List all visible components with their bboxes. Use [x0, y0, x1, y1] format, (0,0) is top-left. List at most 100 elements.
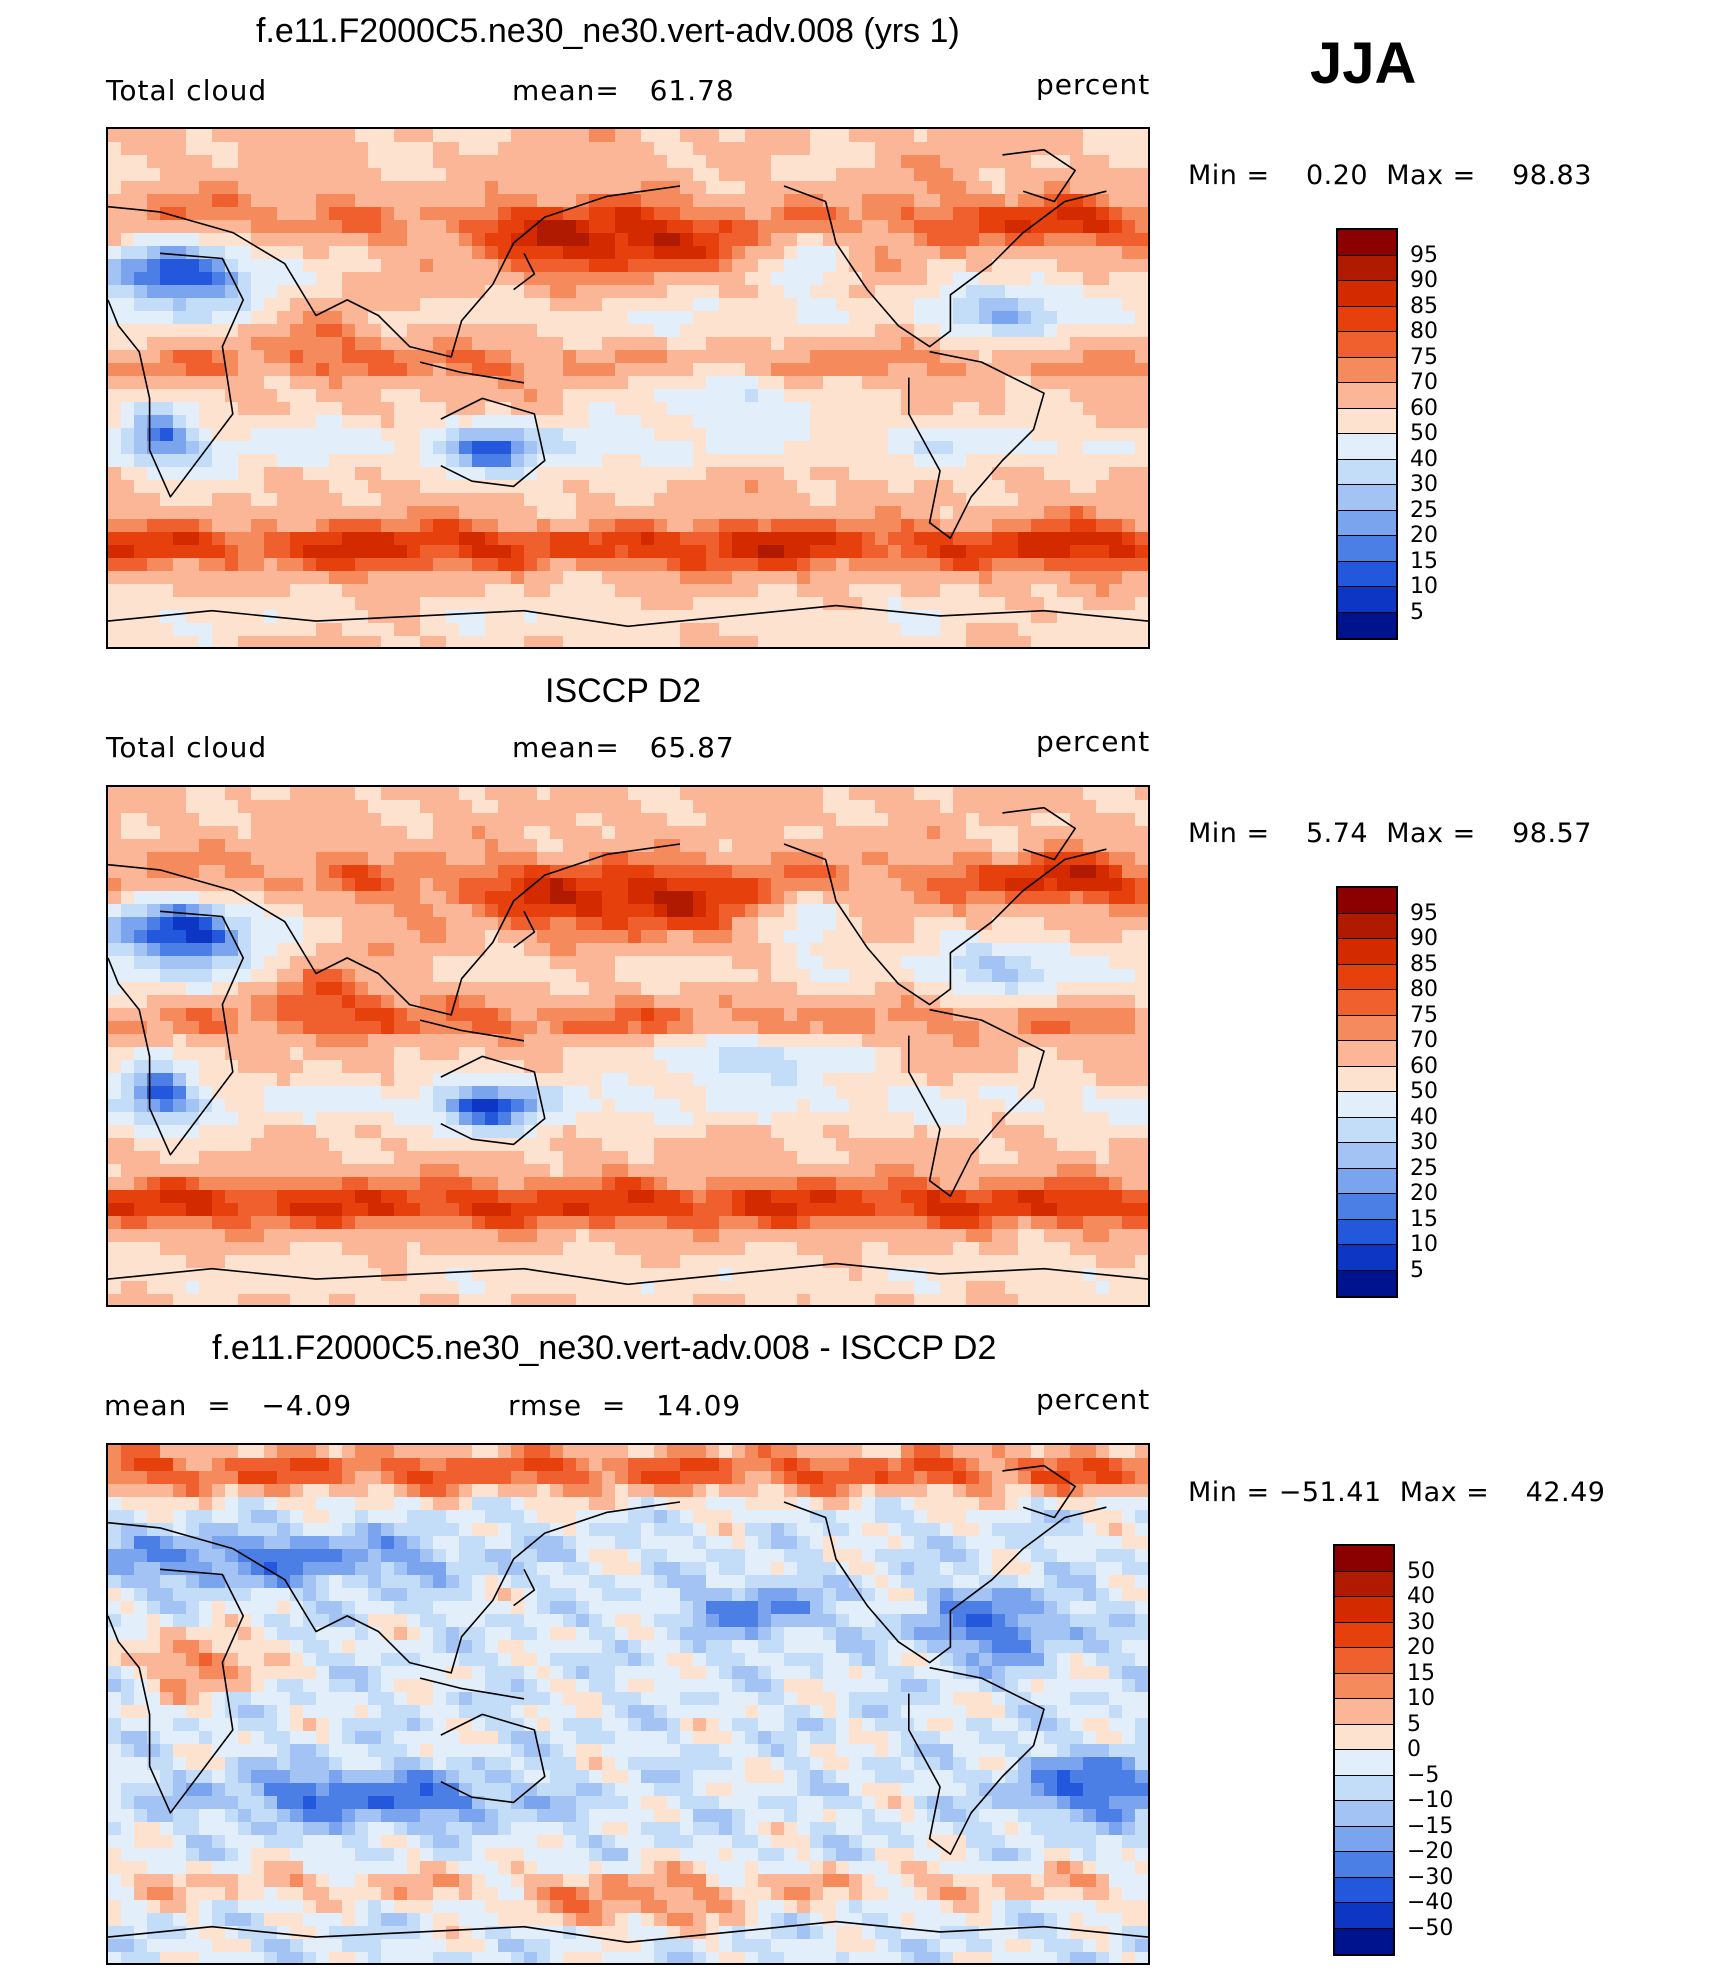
colorbar-tick-label: −50 — [1407, 1915, 1454, 1941]
colorbar-tick-label: 90 — [1410, 926, 1438, 951]
panel-3-units-label: percent — [1036, 1383, 1151, 1416]
colorbar-tick-label: −10 — [1407, 1788, 1454, 1813]
colorbar-swatch — [1338, 306, 1396, 332]
colorbar-swatch — [1338, 1092, 1396, 1118]
colorbar-swatch — [1335, 1597, 1393, 1623]
colorbar-tick-label: 20 — [1410, 1181, 1438, 1206]
colorbar-tick-label: 30 — [1407, 1609, 1435, 1635]
coastline — [907, 1008, 1045, 1198]
colorbar-swatch — [1338, 281, 1396, 307]
colorbar-tick-label: 10 — [1410, 574, 1438, 599]
colorbar-tick-label: 15 — [1410, 1206, 1438, 1232]
coastline — [783, 843, 1107, 1006]
contour-fill — [108, 1445, 1148, 1963]
coastline — [108, 604, 1148, 628]
colorbar-tick-label: 70 — [1410, 370, 1438, 395]
colorbar-tick-label: 20 — [1410, 523, 1438, 548]
colorbar-swatch — [1338, 1066, 1396, 1092]
colorbar-tick-label: 60 — [1410, 1053, 1438, 1079]
colorbar-tick-label: 95 — [1410, 242, 1438, 268]
colorbar-swatch — [1338, 434, 1396, 460]
coastlines — [108, 1464, 1148, 1944]
colorbar-swatch — [1338, 536, 1396, 562]
coastline — [907, 350, 1045, 540]
colorbar-swatch — [1335, 1622, 1393, 1648]
colorbar-swatch — [1335, 1928, 1393, 1954]
panel-1-minmax: Min = 0.20 Max = 98.83 — [1188, 160, 1592, 191]
panel-2-contour-plot — [108, 787, 1148, 1305]
colorbar-tick-label: 95 — [1410, 900, 1438, 926]
coastline — [108, 252, 244, 498]
panel-2-map — [106, 785, 1150, 1307]
panel-2-units-label: percent — [1036, 725, 1151, 758]
panel-3-mean-label: mean = −4.09 — [104, 1389, 353, 1422]
colorbar-swatch — [1335, 1877, 1393, 1903]
season-label: JJA — [1310, 31, 1417, 96]
colorbar-swatch — [1338, 332, 1396, 358]
panel-1-variable-label: Total cloud — [106, 74, 268, 107]
colorbar-tick-label: 80 — [1410, 319, 1438, 344]
coastline — [783, 1501, 1107, 1664]
colorbar-swatch — [1335, 1571, 1393, 1597]
colorbar-tick-label: 30 — [1410, 472, 1438, 497]
colorbar-swatch — [1338, 230, 1396, 256]
colorbar-swatch — [1335, 1699, 1393, 1725]
colorbar-tick-label: 70 — [1410, 1028, 1438, 1053]
coastline — [108, 910, 244, 1156]
coastline — [907, 1666, 1045, 1856]
coastlines — [108, 806, 1148, 1286]
colorbar-tick-label: 75 — [1410, 344, 1438, 370]
colorbar-tick-label: 5 — [1407, 1711, 1421, 1737]
panel-2-colorbar — [1336, 886, 1398, 1298]
colorbar-tick-label: 30 — [1410, 1130, 1438, 1155]
colorbar-swatch — [1338, 459, 1396, 485]
panel-2-minmax: Min = 5.74 Max = 98.57 — [1188, 818, 1592, 849]
coastlines — [108, 148, 1148, 628]
coastline — [783, 185, 1107, 348]
colorbar-tick-label: 40 — [1407, 1584, 1435, 1609]
coastline — [440, 1713, 546, 1804]
colorbar-tick-label: 85 — [1410, 293, 1438, 319]
colorbar-swatch — [1338, 1270, 1396, 1296]
colorbar-tick-label: 25 — [1410, 1155, 1438, 1181]
colorbar-swatch — [1338, 1143, 1396, 1169]
colorbar-swatch — [1338, 485, 1396, 511]
colorbar-tick-label: 5 — [1410, 1257, 1424, 1283]
panel-3-rmse-label: rmse = 14.09 — [508, 1389, 742, 1422]
coastline — [513, 252, 536, 291]
colorbar-tick-label: −40 — [1407, 1890, 1454, 1915]
coastline — [1002, 1464, 1077, 1519]
colorbar-swatch — [1338, 1041, 1396, 1067]
colorbar-swatch — [1338, 1168, 1396, 1194]
panel-1-map — [106, 127, 1150, 649]
panel-1-mean-label: mean= 61.78 — [512, 74, 735, 107]
coastline — [1002, 148, 1077, 203]
colorbar-tick-label: 60 — [1410, 395, 1438, 421]
colorbar-swatch — [1338, 357, 1396, 383]
colorbar-swatch — [1335, 1775, 1393, 1801]
colorbar-tick-label: 15 — [1410, 548, 1438, 574]
colorbar-tick-label: 10 — [1410, 1232, 1438, 1257]
colorbar-tick-label: 50 — [1410, 1079, 1438, 1104]
colorbar-swatch — [1338, 1245, 1396, 1271]
panel-3-map — [106, 1443, 1150, 1965]
colorbar-swatch — [1338, 964, 1396, 990]
colorbar-tick-label: 50 — [1407, 1558, 1435, 1584]
colorbar-swatch — [1338, 510, 1396, 536]
colorbar-tick-label: 50 — [1410, 421, 1438, 446]
colorbar-swatch — [1338, 888, 1396, 914]
coastline — [108, 1501, 681, 1674]
colorbar-swatch — [1338, 587, 1396, 613]
colorbar-swatch — [1338, 1194, 1396, 1220]
colorbar-tick-label: 25 — [1410, 497, 1438, 523]
coastline — [440, 397, 546, 488]
coastline — [440, 1055, 546, 1146]
colorbar-tick-label: 40 — [1410, 1104, 1438, 1130]
colorbar-tick-label: 10 — [1407, 1686, 1435, 1711]
contour-fill — [108, 787, 1148, 1305]
panel-1-contour-plot — [108, 129, 1148, 647]
coastline — [419, 361, 525, 384]
contour-fill — [108, 129, 1148, 647]
coastline — [1002, 806, 1077, 861]
colorbar-swatch — [1338, 913, 1396, 939]
